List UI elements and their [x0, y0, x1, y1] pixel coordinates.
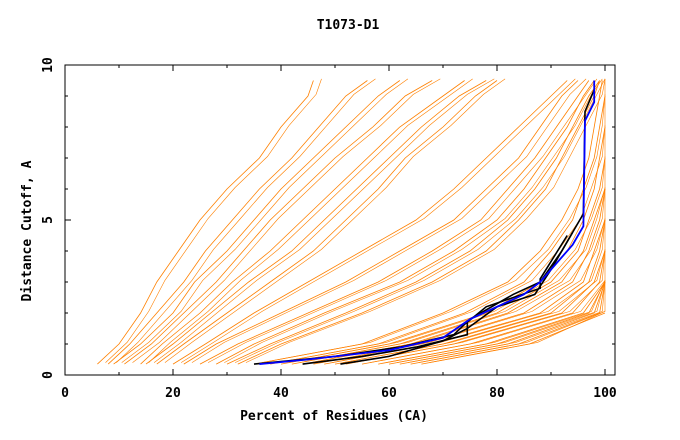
model-curve — [289, 125, 606, 363]
model-curve — [224, 78, 603, 363]
model-curve — [237, 80, 600, 365]
model-curve — [116, 78, 376, 363]
model-curve — [107, 80, 368, 365]
x-tick-label: 20 — [165, 386, 181, 401]
model-curve — [353, 249, 606, 363]
model-curve — [397, 280, 606, 363]
model-curve — [124, 80, 433, 365]
model-curve — [216, 80, 595, 365]
model-curve — [291, 157, 606, 365]
model-curve — [370, 249, 606, 363]
model-curve — [183, 80, 579, 365]
y-tick-label: 10 — [41, 57, 56, 73]
x-tick-label: 100 — [593, 386, 617, 401]
model-curve — [153, 78, 495, 363]
model-curve — [145, 80, 487, 365]
model-curve — [207, 78, 598, 363]
series-lines — [97, 78, 606, 365]
model-curve — [386, 280, 606, 363]
model-curve — [234, 78, 606, 363]
y-tick-label: 0 — [41, 371, 56, 379]
model-curve — [148, 78, 473, 363]
model-curve — [407, 280, 606, 363]
x-tick-label: 0 — [61, 386, 69, 401]
model-curve — [191, 78, 587, 363]
model-curve — [121, 78, 409, 363]
y-axis-label: Distance Cutoff, A — [20, 160, 35, 301]
model-curve — [280, 126, 606, 365]
x-axis-label: Percent of Residues (CA) — [240, 409, 428, 424]
model-curve — [199, 80, 590, 365]
x-tick-label: 80 — [489, 386, 505, 401]
model-curve — [418, 280, 606, 363]
model-curve — [180, 78, 576, 363]
highlight-curve — [259, 80, 596, 365]
model-curve — [262, 78, 606, 363]
model-curve — [270, 95, 606, 365]
model-curve — [105, 78, 322, 363]
chart-title: T1073-D1 — [317, 18, 380, 33]
y-tick-label: 5 — [41, 216, 56, 224]
x-tick-label: 60 — [381, 386, 397, 401]
model-curve — [429, 311, 606, 363]
model-curve — [113, 80, 401, 365]
model-curve — [132, 78, 441, 363]
model-curve — [140, 80, 465, 365]
axis-ticks: 0 20 40 60 80 100 0 5 10 — [41, 57, 617, 401]
x-tick-label: 40 — [273, 386, 289, 401]
plot-frame — [64, 64, 616, 376]
model-curve — [164, 78, 506, 363]
model-curve — [226, 80, 600, 365]
model-curve — [245, 78, 606, 363]
model-curve — [172, 80, 568, 365]
model-curve — [97, 80, 314, 365]
model-curve — [343, 218, 606, 363]
model-curve — [253, 80, 603, 365]
model-curve — [278, 94, 606, 363]
model-curve — [156, 80, 498, 365]
